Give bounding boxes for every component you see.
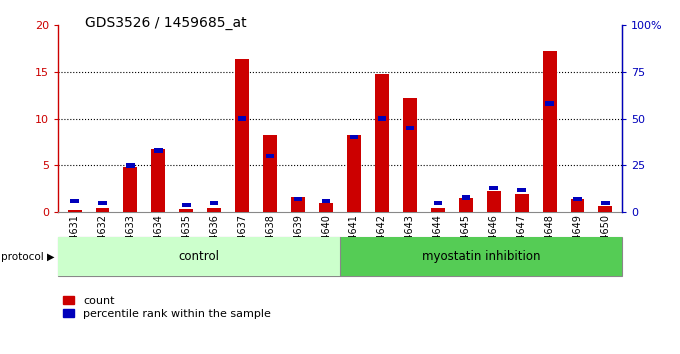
Legend: count, percentile rank within the sample: count, percentile rank within the sample	[63, 296, 271, 319]
Bar	[154, 148, 163, 153]
Bar	[266, 154, 274, 158]
Bar	[291, 198, 305, 212]
Bar	[517, 188, 526, 192]
Bar	[347, 135, 361, 212]
Bar	[598, 206, 613, 212]
Text: protocol: protocol	[1, 252, 44, 262]
Bar	[70, 199, 79, 203]
Text: GDS3526 / 1459685_at: GDS3526 / 1459685_at	[85, 16, 247, 30]
Bar	[350, 135, 358, 139]
Bar	[152, 149, 165, 212]
Bar	[487, 191, 500, 212]
Bar	[340, 237, 622, 276]
Bar	[235, 59, 249, 212]
Bar	[238, 116, 246, 121]
Bar	[180, 209, 193, 212]
Bar	[58, 237, 340, 276]
Bar	[462, 195, 470, 200]
Bar	[124, 167, 137, 212]
Text: myostatin inhibition: myostatin inhibition	[422, 250, 541, 263]
Bar	[95, 208, 109, 212]
Bar	[210, 201, 218, 205]
Bar	[375, 74, 389, 212]
Bar	[294, 197, 303, 201]
Bar	[126, 164, 135, 167]
Bar	[515, 194, 528, 212]
Bar	[207, 208, 221, 212]
Bar	[601, 201, 610, 205]
Text: ▶: ▶	[47, 252, 54, 262]
Bar	[543, 51, 556, 212]
Bar	[67, 210, 82, 212]
Bar	[319, 203, 333, 212]
Bar	[431, 208, 445, 212]
Bar	[573, 197, 581, 201]
Bar	[490, 186, 498, 190]
Bar	[403, 98, 417, 212]
Bar	[571, 199, 585, 212]
Bar	[322, 199, 330, 203]
Bar	[434, 201, 442, 205]
Bar	[545, 102, 554, 106]
Bar	[263, 136, 277, 212]
Bar	[99, 201, 107, 205]
Bar	[377, 116, 386, 121]
Bar	[406, 126, 414, 130]
Bar	[459, 198, 473, 212]
Bar	[182, 203, 190, 207]
Text: control: control	[178, 250, 220, 263]
